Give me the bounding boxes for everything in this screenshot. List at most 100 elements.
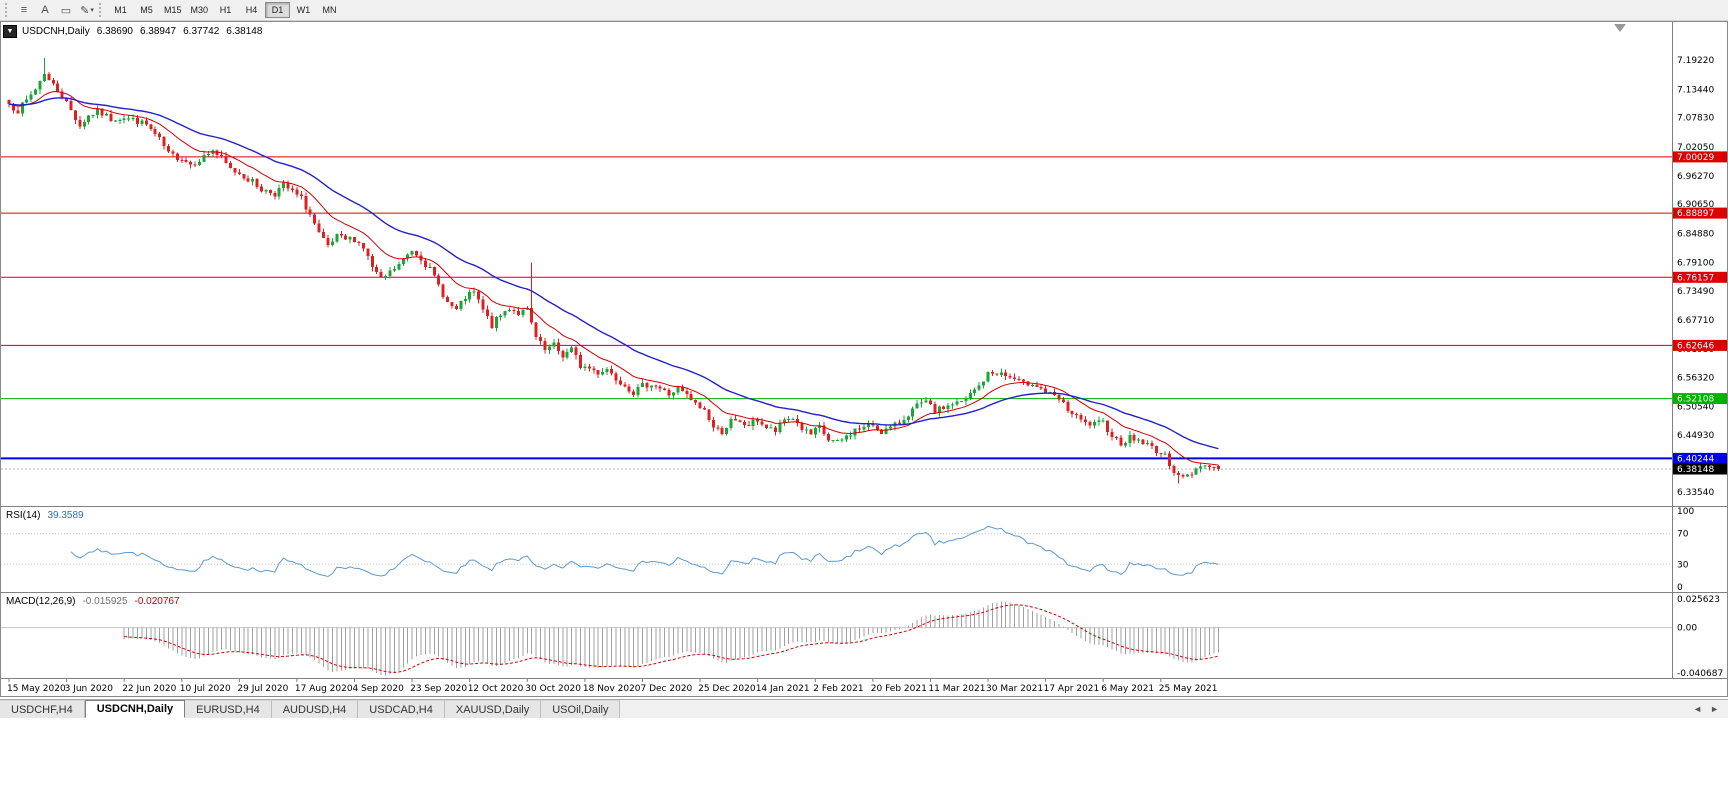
chart-tab-usdcnh-daily[interactable]: USDCNH,Daily [84,700,186,718]
chart-tab-usdcad-h4[interactable]: USDCAD,H4 [358,700,445,718]
svg-text:6.62646: 6.62646 [1677,341,1714,351]
svg-text:6.38148: 6.38148 [1677,465,1714,475]
svg-text:22 Jun 2020: 22 Jun 2020 [122,684,176,694]
svg-text:0.00: 0.00 [1677,624,1697,634]
svg-text:6.88897: 6.88897 [1677,209,1714,219]
objects-tool-button[interactable]: ▭ [56,2,76,19]
one-click-trading-toggle[interactable]: ▼ [3,25,17,38]
svg-text:7.07830: 7.07830 [1677,114,1714,124]
ohlc-low: 6.37742 [183,26,220,37]
svg-text:6.96270: 6.96270 [1677,172,1714,182]
line-studies-toolbar: ≡ A ▭ ✎ ▾ [14,2,97,19]
price-axis-badges: 7.00029 6.88897 6.76157 6.62646 6.52108 6.402… [1673,151,1727,475]
svg-text:7.02050: 7.02050 [1677,143,1714,153]
chart-tab-bar: USDCHF,H4 USDCNH,Daily EURUSD,H4 AUDUSD,H4 U… [0,699,1728,718]
horizontal-level-lines[interactable] [1,156,1672,460]
chart-menu-button[interactable]: ≡ [14,2,34,19]
ohlc-high: 6.38947 [139,26,177,37]
svg-text:10 Jul 2020: 10 Jul 2020 [180,684,231,694]
svg-text:25 May 2021: 25 May 2021 [1159,684,1218,694]
svg-text:7 Dec 2020: 7 Dec 2020 [641,684,693,694]
timeframe-m5-button[interactable]: M5 [140,5,153,15]
chart-menu-icon: ≡ [20,4,28,16]
svg-text:30 Oct 2020: 30 Oct 2020 [525,684,581,694]
svg-text:12 Oct 2020: 12 Oct 2020 [468,684,524,694]
ma-slow-line [8,97,1219,450]
tabs-scroll-right-icon[interactable]: ► [1710,704,1719,714]
top-toolbar: ≡ A ▭ ✎ ▾ M1 M5 M15 M30 H1 H4 D1 W1 MN [0,0,1728,21]
svg-text:17 Apr 2021: 17 Apr 2021 [1044,684,1100,694]
text-tool-icon: A [41,4,49,16]
svg-text:14 Jan 2021: 14 Jan 2021 [756,684,810,694]
svg-text:7.19220: 7.19220 [1677,56,1714,66]
chevron-down-icon: ▼ [6,28,14,35]
chart-tab-eurusd-h4[interactable]: EURUSD,H4 [185,700,272,718]
drawing-tools-icon: ✎ [80,4,90,17]
rsi-indicator-label: RSI(14) 39.3589 [6,510,84,521]
svg-text:20 Feb 2021: 20 Feb 2021 [871,684,927,694]
timeframe-h4-button[interactable]: H4 [245,5,258,15]
svg-text:6.90650: 6.90650 [1677,200,1714,210]
svg-text:6.52108: 6.52108 [1677,395,1714,405]
svg-text:0: 0 [1677,583,1683,593]
svg-text:7.13440: 7.13440 [1677,85,1714,95]
rsi-value: 39.3589 [47,510,84,521]
svg-text:18 Nov 2020: 18 Nov 2020 [583,684,641,694]
svg-text:6.44930: 6.44930 [1677,431,1714,441]
ohlc-close: 6.38148 [226,26,263,37]
timeframe-w1-button[interactable]: W1 [296,5,311,15]
timeframe-m30-button[interactable]: M30 [190,5,209,15]
svg-text:4 Sep 2020: 4 Sep 2020 [353,684,405,694]
svg-text:29 Jul 2020: 29 Jul 2020 [237,684,288,694]
candlesticks [7,57,1220,484]
svg-text:3 Jun 2020: 3 Jun 2020 [65,684,114,694]
svg-text:7.00029: 7.00029 [1677,153,1714,163]
macd-signal-line [124,604,1219,673]
tabs-scroll-left-icon[interactable]: ◄ [1693,704,1703,714]
rsi-axis: 100 70 30 0 [1677,507,1694,593]
drawing-tools-dropdown-icon: ▾ [90,7,94,14]
svg-text:100: 100 [1677,507,1694,517]
svg-text:6.73490: 6.73490 [1677,287,1714,297]
timeframe-mn-button[interactable]: MN [322,5,337,15]
svg-text:17 Aug 2020: 17 Aug 2020 [295,684,353,694]
svg-text:6 May 2021: 6 May 2021 [1101,684,1154,694]
toolbar-grip-2[interactable] [99,3,104,17]
svg-text:6.50540: 6.50540 [1677,403,1714,413]
svg-text:15 May 2020: 15 May 2020 [7,684,66,694]
drawing-tools-button[interactable]: ✎ ▾ [77,2,97,19]
timeframe-m1-button[interactable]: M1 [114,5,127,15]
svg-text:6.33540: 6.33540 [1677,488,1714,498]
price-chart-canvas[interactable]: 7.19220 7.13440 7.07830 7.02050 6.96270 6.906… [0,21,1728,697]
svg-text:30: 30 [1677,560,1689,570]
svg-text:70: 70 [1677,530,1689,540]
text-tool-button[interactable]: A [35,2,55,19]
timeframe-m15-button[interactable]: M15 [164,5,182,15]
timeframe-d1-button[interactable]: D1 [265,2,291,18]
chart-tab-xauusd-daily[interactable]: XAUUSD,Daily [444,700,542,718]
svg-text:6.79100: 6.79100 [1677,259,1714,269]
chart-tab-usoil-daily[interactable]: USOil,Daily [541,700,621,718]
svg-text:6.84880: 6.84880 [1677,229,1714,239]
macd-indicator-label: MACD(12,26,9) -0.015925 -0.020767 [6,596,180,607]
chart-tabs: USDCHF,H4 USDCNH,Daily EURUSD,H4 AUDUSD,H4 U… [0,700,621,718]
chart-window: 7.19220 7.13440 7.07830 7.02050 6.96270 6.906… [0,21,1728,697]
macd-signal-value: -0.020767 [134,596,180,607]
svg-text:6.76157: 6.76157 [1677,273,1714,283]
timeframes-toolbar: M1 M5 M15 M30 H1 H4 D1 W1 MN [108,2,342,18]
svg-text:-0.040687: -0.040687 [1677,669,1723,679]
chart-tab-audusd-h4[interactable]: AUDUSD,H4 [271,700,359,718]
macd-pane [1,601,1672,676]
svg-text:6.40244: 6.40244 [1677,454,1714,464]
chart-tab-usdchf-h4[interactable]: USDCHF,H4 [0,700,85,718]
timeframe-h1-button[interactable]: H1 [219,5,232,15]
rsi-pane [1,525,1672,578]
pane-separators[interactable] [0,21,1728,679]
chart-title: USDCNH,Daily 6.38690 6.38947 6.37742 6.3… [22,26,262,37]
macd-axis: 0.025623 0.00 -0.040687 [1677,595,1723,679]
tab-scroll-controls: ◄ ► [1684,700,1728,718]
toolbar-grip[interactable] [5,3,10,17]
ma-fast-line [8,91,1219,466]
chart-shift-marker[interactable] [1614,24,1626,32]
